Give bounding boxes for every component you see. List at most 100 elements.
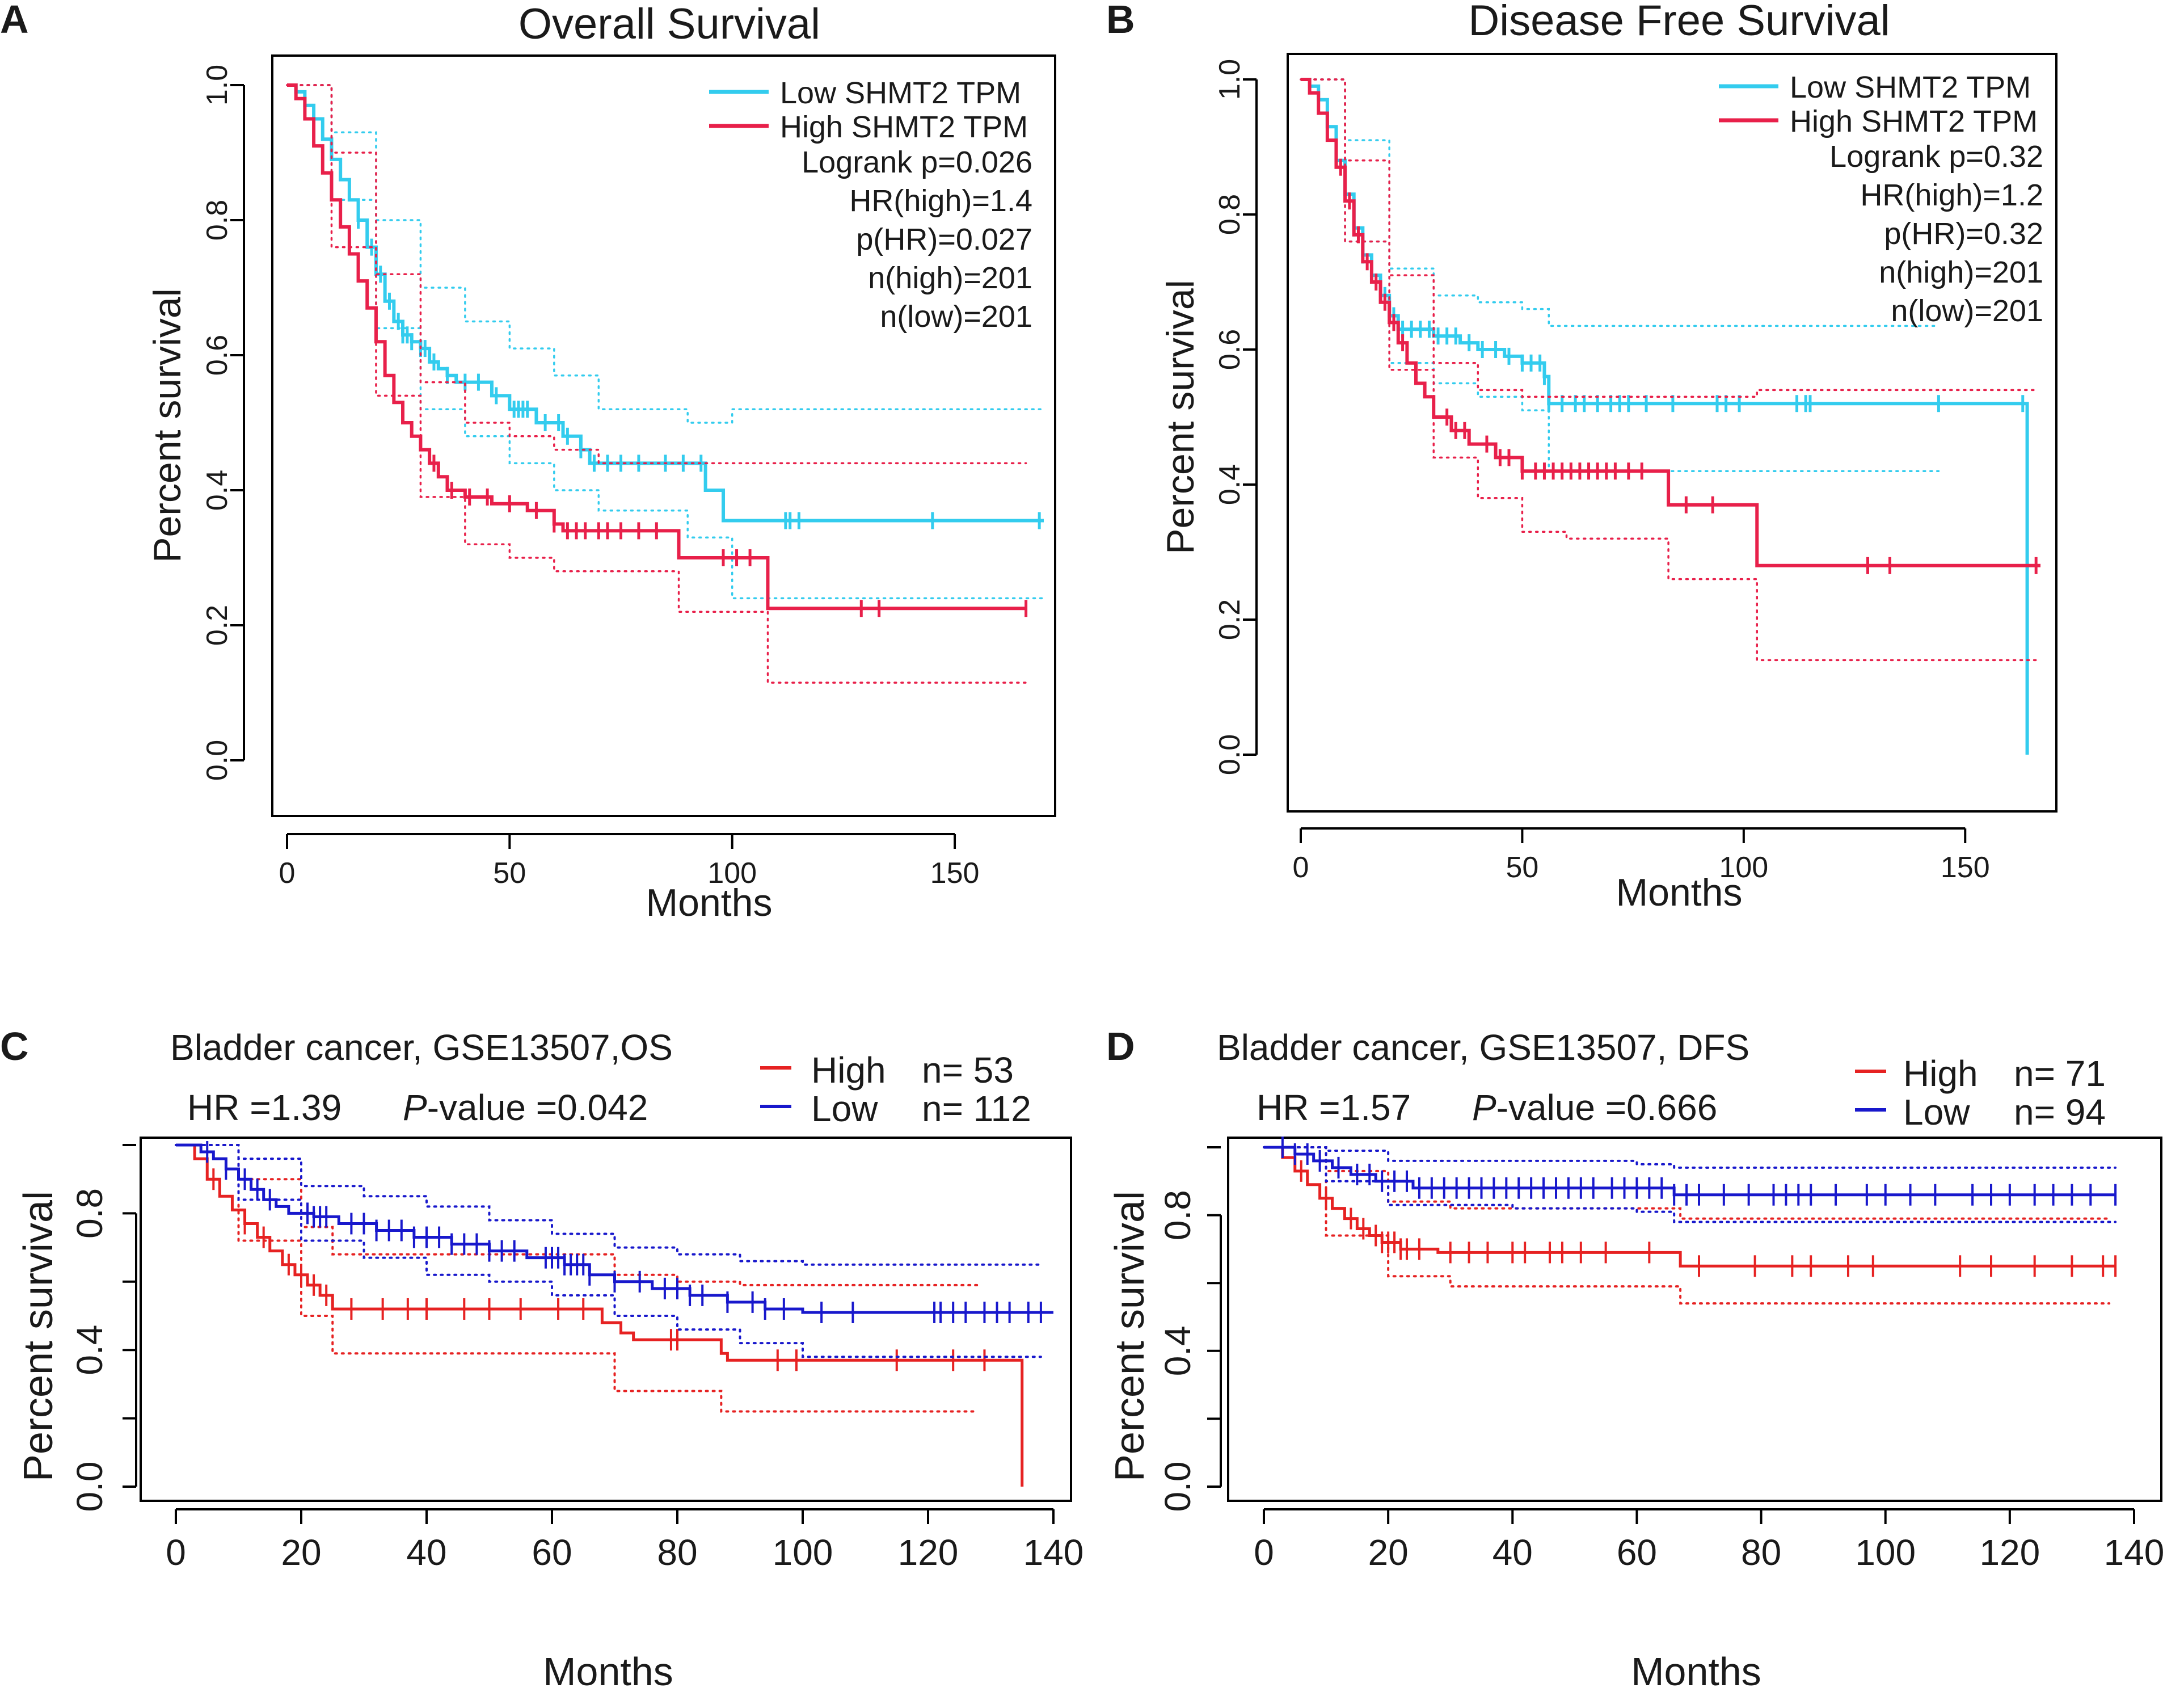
- x-tick-label-a: 0: [279, 857, 296, 890]
- legend-d: High n= 71 Low n= 94: [1855, 1053, 2106, 1133]
- y-tick-label-d: 0.8: [1157, 1190, 1198, 1240]
- legend-label-high-b: High SHMT2 TPM: [1790, 104, 2038, 138]
- y-tick-label-a: 0.6: [201, 335, 234, 376]
- y-tick-label-b: 1.0: [1213, 59, 1246, 100]
- x-tick-label-c: 140: [1023, 1532, 1084, 1573]
- stat-logrank-b: Logrank p=0.32: [1829, 140, 2043, 174]
- legend-label-low-a: Low SHMT2 TPM: [780, 76, 1021, 110]
- ci-upper-low-d: [1263, 1146, 2117, 1169]
- x-tick-label-b: 150: [1941, 851, 1990, 884]
- km-curve-high-shmt2-tpm-b: [1301, 78, 2040, 567]
- legend-label-low-b: Low SHMT2 TPM: [1790, 70, 2031, 104]
- y-tick-label-b: 0.2: [1213, 599, 1246, 640]
- y-tick-label-b: 0.0: [1213, 734, 1246, 775]
- x-tick-label-d: 140: [2104, 1532, 2165, 1573]
- x-tick-label-d: 60: [1617, 1532, 1657, 1573]
- plot-frame-d: [1227, 1137, 2162, 1502]
- x-tick-label-b: 0: [1293, 851, 1309, 884]
- stat-phr-a: p(HR)=0.027: [856, 222, 1032, 256]
- stat-nlow-a: n(low)=201: [880, 300, 1032, 334]
- plot-frame-b: [1287, 53, 2057, 813]
- stat-nlow-b: n(low)=201: [1891, 294, 2043, 328]
- pvalue-rest-c: -value =0.042: [427, 1087, 648, 1128]
- chart-title-b: Disease Free Survival: [1468, 0, 1890, 45]
- legend-b: Low SHMT2 TPM High SHMT2 TPM Logrank p=0…: [1719, 70, 2043, 328]
- pvalue-rest-d: -value =0.666: [1496, 1087, 1718, 1128]
- x-tick-label-c: 100: [773, 1532, 833, 1573]
- x-tick-label-b: 100: [1719, 851, 1768, 884]
- km-curve-high-shmt2-tpm-a: [287, 83, 1026, 611]
- km-curve-low-d: [1264, 1146, 2116, 1197]
- panel-label-b: B: [1106, 0, 1135, 41]
- y-tick-label-c: 0.8: [69, 1188, 110, 1239]
- hr-text-c: HR =1.39: [187, 1087, 341, 1128]
- y-tick-label-b: 0.4: [1213, 464, 1246, 505]
- x-tick-label-c: 80: [657, 1532, 697, 1573]
- legend-a: Low SHMT2 TPM High SHMT2 TPM Logrank p=0…: [709, 76, 1032, 334]
- legend-c: High n= 53 Low n= 112: [760, 1050, 1031, 1129]
- y-axis-label-a: Percent survival: [146, 288, 189, 563]
- ci-lower-low-d: [1263, 1146, 2117, 1223]
- x-tick-label-a: 100: [707, 857, 757, 890]
- x-tick-label-a: 150: [930, 857, 980, 890]
- legend-n-low-c: n= 112: [922, 1088, 1031, 1129]
- x-axis-label-b: Months: [1616, 871, 1743, 914]
- stat-nhigh-b: n(high)=201: [1879, 255, 2043, 289]
- y-tick-label-b: 0.8: [1213, 194, 1246, 235]
- x-tick-label-d: 80: [1741, 1532, 1781, 1573]
- x-axis-label-c: Months: [543, 1649, 673, 1694]
- x-tick-label-d: 20: [1368, 1532, 1409, 1573]
- x-tick-label-c: 120: [898, 1532, 959, 1573]
- legend-n-low-d: n= 94: [2014, 1092, 2106, 1133]
- x-axis-label-a: Months: [646, 881, 773, 924]
- y-tick-label-d: 0.0: [1157, 1462, 1198, 1512]
- x-tick-label-c: 40: [406, 1532, 446, 1573]
- ci-lower-high-d: [1263, 1146, 2111, 1305]
- ci-lower-high-shmt2-tpm-a: [286, 84, 1027, 684]
- legend-label-high-d: High: [1903, 1053, 1978, 1094]
- x-tick-label-c: 0: [166, 1532, 186, 1573]
- panel-label-a: A: [0, 0, 29, 41]
- stat-nhigh-a: n(high)=201: [868, 261, 1032, 295]
- hr-text-d: HR =1.57: [1257, 1087, 1411, 1128]
- legend-label-low-c: Low: [811, 1088, 878, 1129]
- legend-n-high-c: n= 53: [922, 1050, 1014, 1091]
- ci-upper-low-shmt2-tpm-a: [286, 84, 1045, 424]
- plot-frame-c: [140, 1137, 1072, 1502]
- ci-upper-high-d: [1263, 1146, 2111, 1220]
- legend-label-high-a: High SHMT2 TPM: [780, 110, 1028, 144]
- panel-c: C Bladder cancer, GSE13507,OS HR =1.39 P…: [0, 1024, 1083, 1694]
- y-tick-label-a: 0.0: [201, 740, 234, 781]
- y-tick-label-a: 0.8: [201, 200, 234, 241]
- x-tick-label-a: 50: [493, 857, 526, 890]
- legend-label-high-c: High: [811, 1050, 886, 1091]
- panel-label-d: D: [1106, 1024, 1135, 1068]
- km-curve-high-d: [1264, 1146, 2116, 1268]
- y-tick-label-c: 0.4: [69, 1325, 110, 1375]
- panel-d: D Bladder cancer, GSE13507, DFS HR =1.57…: [1106, 1024, 2164, 1694]
- panel-a: A Overall Survival 0 50 100 150 0.0 0.2 0.4 0.6…: [0, 0, 1056, 924]
- x-tick-label-d: 100: [1855, 1532, 1916, 1573]
- pvalue-text-c: P-value =0.042: [403, 1087, 648, 1128]
- km-curve-high-c: [176, 1143, 1024, 1487]
- plot-frame-a: [271, 54, 1056, 817]
- stat-phr-b: p(HR)=0.32: [1884, 217, 2043, 251]
- y-axis-label-b: Percent survival: [1159, 280, 1202, 554]
- x-axis-label-d: Months: [1631, 1649, 1761, 1694]
- y-tick-label-c: 0.0: [69, 1462, 110, 1512]
- y-tick-label-a: 1.0: [201, 65, 234, 106]
- pvalue-text-d: P-value =0.666: [1472, 1087, 1717, 1128]
- ci-upper-low-c: [175, 1144, 1042, 1266]
- panel-b: B Disease Free Survival 0 50 100 150 0.0 0.2 0…: [1106, 0, 2057, 914]
- stat-hr-b: HR(high)=1.2: [1860, 178, 2043, 212]
- ci-upper-high-shmt2-tpm-a: [286, 84, 1027, 465]
- chart-title-c: Bladder cancer, GSE13507,OS: [170, 1027, 673, 1068]
- ci-lower-high-c: [175, 1144, 980, 1413]
- stat-hr-a: HR(high)=1.4: [849, 184, 1032, 218]
- x-tick-label-b: 50: [1506, 851, 1538, 884]
- x-tick-label-d: 40: [1492, 1532, 1533, 1573]
- legend-n-high-d: n= 71: [2014, 1053, 2106, 1094]
- y-tick-label-d: 0.4: [1157, 1325, 1198, 1376]
- y-tick-label-a: 0.2: [201, 605, 234, 646]
